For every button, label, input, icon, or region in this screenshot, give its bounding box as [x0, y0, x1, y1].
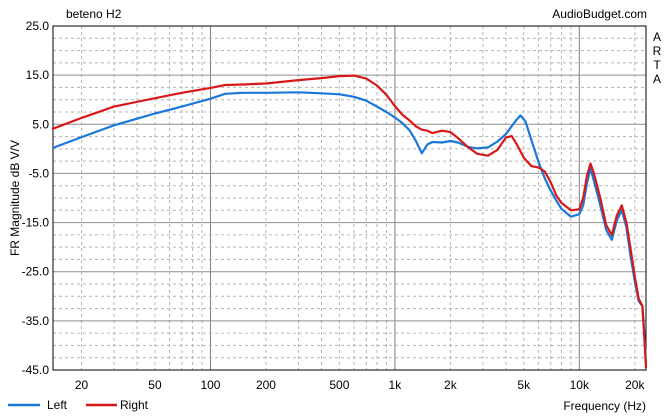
plot-area-border — [52, 25, 647, 371]
series-line-left — [51, 91, 648, 367]
side-label-char: A — [653, 30, 661, 44]
series-line-right — [51, 74, 648, 369]
side-label-char: A — [653, 72, 661, 86]
x-axis-label: Frequency (Hz) — [563, 399, 646, 413]
y-axis-label: FR Magnitude dB V/V — [8, 140, 22, 256]
series-layer — [51, 74, 648, 369]
x-tick-label: 2k — [444, 378, 458, 392]
y-tick-label: -35.0 — [22, 314, 50, 328]
y-tick-label: 25.0 — [26, 19, 50, 33]
chart-title: beteno H2 — [66, 7, 122, 21]
side-label-char: T — [653, 58, 661, 72]
y-tick-label: -45.0 — [22, 363, 50, 377]
x-tick-label: 200 — [256, 378, 276, 392]
x-tick-label: 50 — [148, 378, 162, 392]
tick-labels: 20 50 100 200 500 1k 2k 5k 10k 20k 25.0 15.0 5.0 -5.0… — [22, 19, 646, 392]
source-label: AudioBudget.com — [552, 7, 647, 21]
x-tick-label: 500 — [329, 378, 349, 392]
y-tick-label: -15.0 — [22, 216, 50, 230]
legend: Left Right — [8, 398, 149, 412]
y-tick-label: -5.0 — [28, 166, 49, 180]
x-tick-label: 10k — [570, 378, 590, 392]
y-tick-label: -25.0 — [22, 265, 50, 279]
x-tick-label: 100 — [200, 378, 220, 392]
y-tick-label: 5.0 — [32, 117, 49, 131]
x-tick-label: 20k — [625, 378, 645, 392]
x-tick-label: 20 — [75, 378, 89, 392]
side-label-char: R — [653, 44, 662, 58]
legend-label-left: Left — [47, 398, 68, 412]
legend-label-right: Right — [120, 398, 149, 412]
grid — [53, 25, 646, 371]
x-tick-label: 5k — [517, 378, 531, 392]
y-tick-label: 15.0 — [26, 68, 50, 82]
x-tick-label: 1k — [389, 378, 403, 392]
